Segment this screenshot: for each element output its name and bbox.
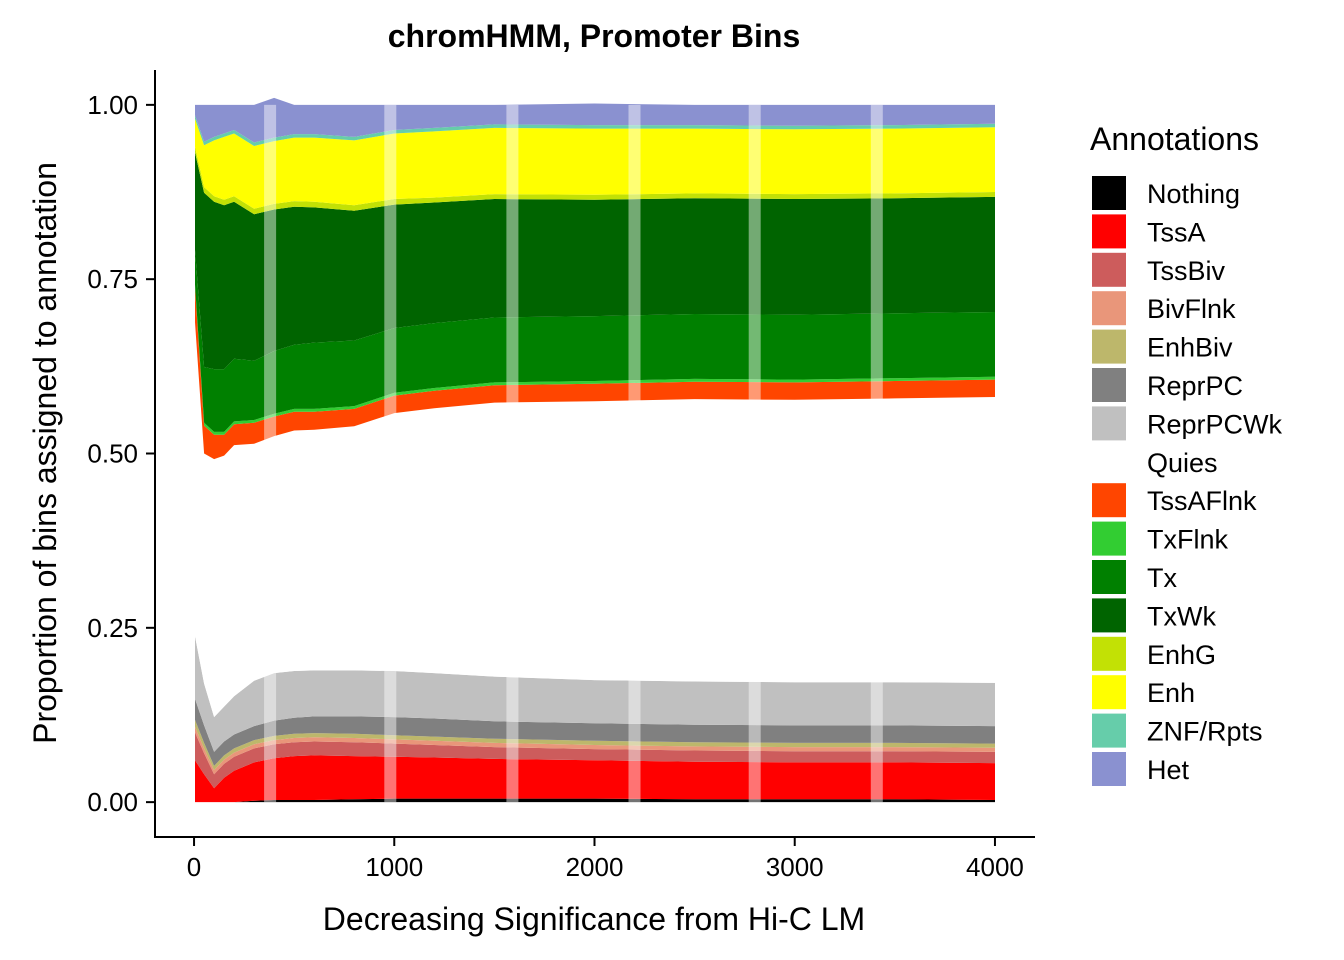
x-tick-label: 1000 [365,852,423,882]
y-tick-label: 1.00 [87,90,138,120]
y-tick-label: 0.25 [87,613,138,643]
legend-label: TxWk [1147,601,1216,631]
area-enh [195,118,995,209]
legend-key-txflnk [1092,521,1126,556]
area-enhg [195,146,995,215]
highlight-band-4 [748,104,761,803]
legend-key-nothing [1092,176,1126,210]
chart-title: chromHMM, Promoter Bins [388,18,800,54]
legend-key-tssa [1092,214,1126,249]
legend-key-enhg [1092,636,1126,671]
legend-label: Het [1147,755,1190,785]
area-txwk [195,152,995,370]
legend-label: TssBiv [1147,256,1226,286]
highlight-band-0 [264,104,277,803]
highlight-band-2 [506,104,519,803]
legend-key-znf-rpts [1092,713,1126,748]
legend-label: Nothing [1147,179,1240,209]
legend-label: Tx [1147,563,1177,593]
area-tssbiv [195,732,995,789]
y-tick-label: 0.00 [87,787,138,817]
legend-key-enhbiv [1092,329,1126,364]
legend-label: Quies [1147,448,1218,478]
legend-key-tssbiv [1092,252,1126,287]
area-nothing [195,798,995,803]
area-quies [195,322,995,718]
area-reprpcwk [195,636,995,752]
y-axis-title: Proportion of bins assigned to annotatio… [27,162,63,744]
legend-key-tx [1092,560,1126,594]
legend-key-het [1092,752,1126,786]
legend-label: ReprPCWk [1147,409,1283,439]
legend-label: Enh [1147,678,1195,708]
x-tick-label: 2000 [566,852,624,882]
area-het [195,97,995,143]
area-tx [195,249,995,432]
x-axis-title: Decreasing Significance from Hi-C LM [323,901,865,937]
legend-key-bivflnk [1092,291,1126,326]
y-axis-ticks: 0.00 0.25 0.50 0.75 1.00 [87,90,155,817]
area-bivflnk [195,726,995,775]
y-tick-label: 0.50 [87,439,138,469]
area-reprpc [195,698,995,766]
legend-key-txwk [1092,598,1126,633]
x-tick-label: 0 [187,852,201,882]
legend-key-reprpc [1092,368,1126,402]
legend-label: ZNF/Rpts [1147,717,1263,747]
legend-label: EnhBiv [1147,333,1233,363]
area-enhbiv [195,719,995,771]
legend: Annotations Nothing TssA TssBiv BivFlnk EnhB… [1090,121,1283,786]
legend-label: ReprPC [1147,371,1243,401]
highlight-band-3 [628,104,641,803]
highlight-band-5 [870,104,883,803]
legend-label: EnhG [1147,640,1216,670]
legend-key-quies [1092,444,1126,479]
x-tick-label: 4000 [966,852,1024,882]
legend-label: TssA [1147,217,1206,247]
highlight-band-1 [384,104,397,803]
area-tssa [195,755,995,803]
legend-title: Annotations [1090,121,1259,157]
y-tick-label: 0.75 [87,264,138,294]
legend-label: BivFlnk [1147,294,1236,324]
x-axis-ticks: 0 1000 2000 3000 4000 [187,837,1024,882]
highlight-bands [264,104,883,803]
legend-key-tssaflnk [1092,483,1126,518]
areas-layer [195,97,995,803]
x-tick-label: 3000 [766,852,824,882]
legend-label: TxFlnk [1147,525,1229,555]
legend-label: TssAFlnk [1147,486,1257,516]
legend-key-reprpcwk [1092,406,1126,441]
legend-key-enh [1092,675,1126,710]
